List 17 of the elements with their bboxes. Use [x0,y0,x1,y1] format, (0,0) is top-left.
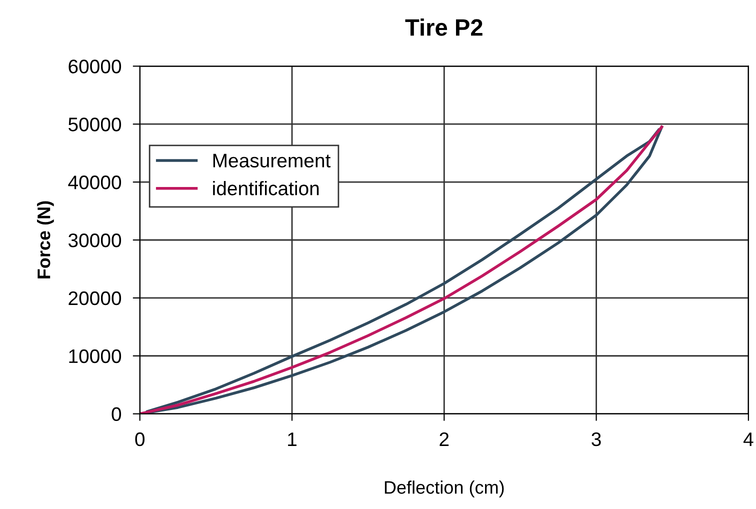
x-tick-label: 2 [440,432,449,446]
x-tick-label: 0 [135,432,145,446]
y-tick-label: 30000 [68,233,122,248]
y-tick-label: 60000 [68,60,122,74]
y-tick-label: 20000 [68,291,122,306]
y-axis-title: Force (N) [37,201,54,278]
legend-label: Measurement [213,154,331,168]
chart-title: Tire P2 [405,18,482,36]
x-tick-label: 4 [743,432,754,446]
legend-label: identification [213,181,319,196]
y-tick-label: 40000 [68,176,122,190]
x-axis-title: Deflection (cm) [384,480,504,498]
x-tick-label: 1 [288,432,296,446]
y-tick-label: 50000 [68,118,122,132]
y-tick-label: 10000 [69,349,122,364]
x-tick-label: 3 [592,432,601,446]
y-tick-label: 0 [112,407,122,422]
